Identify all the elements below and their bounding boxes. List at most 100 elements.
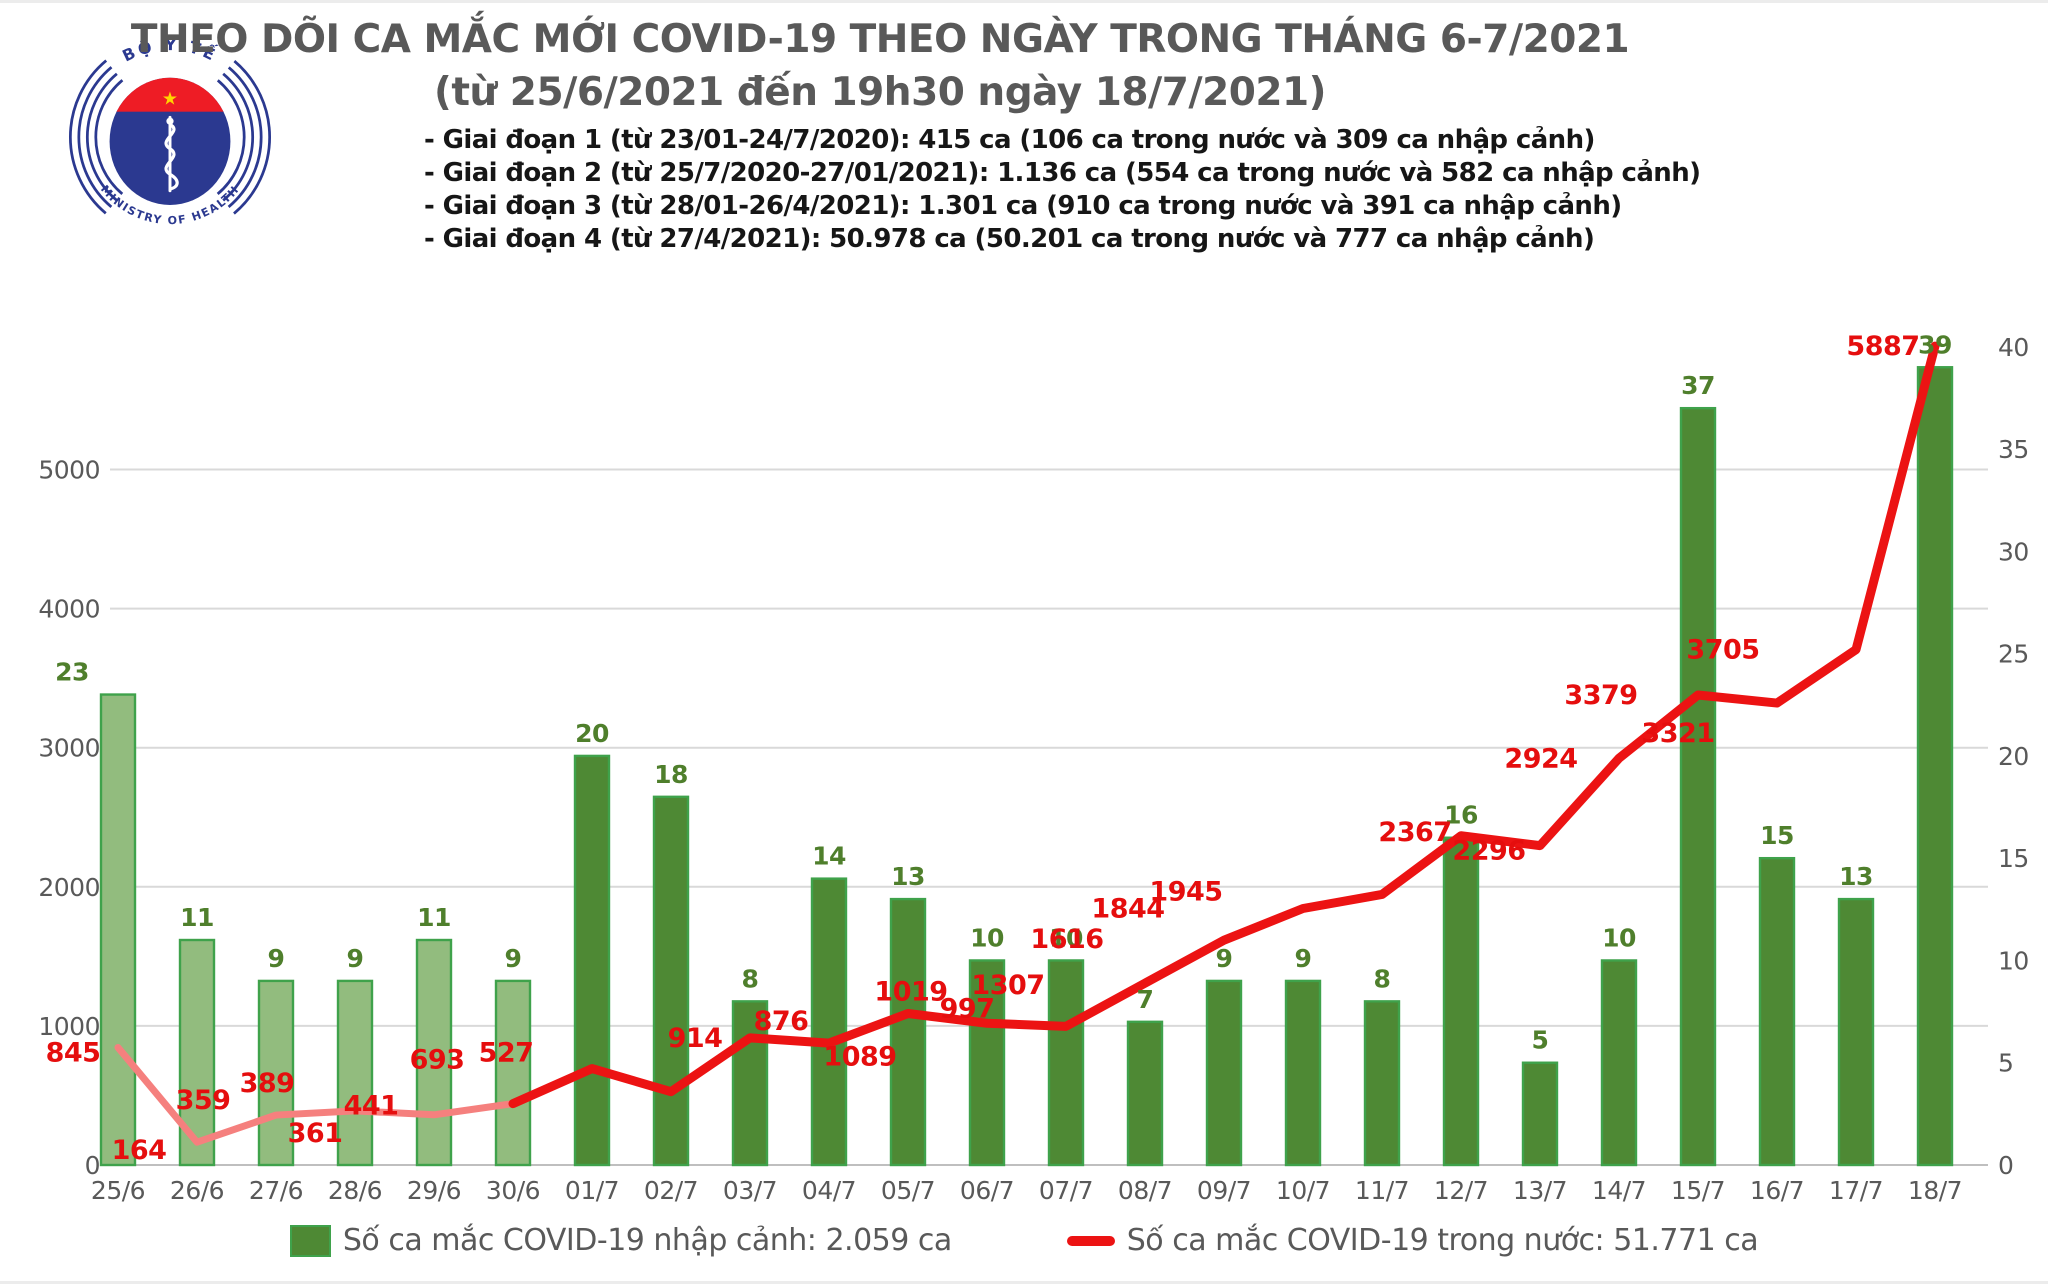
legend-item-domestic: Số ca mắc COVID-19 trong nước: 51.771 ca bbox=[1066, 1223, 1759, 1258]
bar-label-10/7: 9 bbox=[1295, 944, 1312, 973]
bar-label-04/7: 14 bbox=[812, 842, 846, 871]
x-axis-label-15/7: 15/7 bbox=[1671, 1176, 1725, 1205]
combo-chart: 0 1000 2000 3000 4000 5000 0 5 10 15 20 25 30 35 40 25/… bbox=[38, 330, 2029, 1205]
left-axis-label-4000: 4000 bbox=[38, 595, 100, 624]
line-label-06/7: 1019 bbox=[874, 976, 947, 1007]
bar-label-15/7: 37 bbox=[1681, 371, 1715, 400]
page-subtitle: (từ 25/6/2021 đến 19h30 ngày 18/7/2021) bbox=[434, 70, 1327, 115]
bar-29/6 bbox=[415, 938, 453, 1167]
bar-10/7 bbox=[1284, 979, 1322, 1167]
bar-label-16/7: 15 bbox=[1760, 821, 1794, 850]
left-axis-label-0: 0 bbox=[85, 1151, 100, 1180]
line-label-29/6: 361 bbox=[288, 1118, 343, 1149]
x-axis-label-02/7: 02/7 bbox=[644, 1176, 698, 1205]
phase-note-1: - Giai đoạn 1 (từ 23/01-24/7/2020): 415 … bbox=[424, 125, 1595, 155]
x-axis-label-18/7: 18/7 bbox=[1908, 1176, 1962, 1205]
x-axis-label-25/6: 25/6 bbox=[91, 1176, 145, 1205]
x-axis-label-06/7: 06/7 bbox=[960, 1176, 1014, 1205]
line-label-18/7: 5887 bbox=[1846, 331, 1919, 362]
title-block: THEO DÕI CA MẮC MỚI COVID-19 THEO NGÀY T… bbox=[0, 17, 1760, 115]
line-label-14/7: 2924 bbox=[1504, 743, 1577, 774]
line-label-15/7: 3379 bbox=[1564, 680, 1637, 711]
right-axis-label-5: 5 bbox=[1998, 1049, 2013, 1078]
right-axis-label-30: 30 bbox=[1998, 537, 2029, 566]
bar-label-01/7: 20 bbox=[575, 719, 609, 748]
bar-label-25/6: 23 bbox=[55, 658, 89, 687]
logo-side-arcs bbox=[68, 36, 272, 239]
phase-note-2: - Giai đoạn 2 (từ 25/7/2020-27/01/2021):… bbox=[424, 158, 1701, 188]
line-label-02/7: 527 bbox=[479, 1038, 534, 1069]
x-axis-label-03/7: 03/7 bbox=[723, 1176, 777, 1205]
line-label-03/7: 914 bbox=[668, 1023, 723, 1054]
bar-label-06/7: 10 bbox=[970, 923, 1004, 952]
line-label-26/6: 164 bbox=[112, 1135, 167, 1166]
line-label-09/7: 1616 bbox=[1030, 924, 1103, 955]
right-axis-label-35: 35 bbox=[1998, 435, 2029, 464]
bar-14/7 bbox=[1600, 959, 1638, 1167]
bar-label-07/7: 10 bbox=[1049, 923, 1083, 952]
bar-07/7 bbox=[1047, 959, 1085, 1167]
domestic-line-july bbox=[508, 341, 1940, 1109]
phase-note-3: - Giai đoạn 3 (từ 28/01-26/4/2021): 1.30… bbox=[424, 191, 1622, 221]
phase-notes: - Giai đoạn 1 (từ 23/01-24/7/2020): 415 … bbox=[424, 124, 1701, 256]
bar-28/6 bbox=[336, 979, 374, 1167]
line-label-25/6: 845 bbox=[46, 1037, 101, 1068]
imported-cases-swatch bbox=[289, 1224, 331, 1257]
bar-label-17/7: 13 bbox=[1839, 862, 1873, 891]
bar-09/7 bbox=[1205, 979, 1243, 1167]
domestic-cases-dash-icon bbox=[1066, 1235, 1115, 1246]
line-label-27/6: 359 bbox=[176, 1085, 231, 1116]
bar-label-18/7: 39 bbox=[1918, 330, 1952, 359]
x-axis-label-26/6: 26/6 bbox=[170, 1176, 224, 1205]
x-axis-label-08/7: 08/7 bbox=[1118, 1176, 1172, 1205]
right-axis-label-10: 10 bbox=[1998, 946, 2029, 975]
right-axis-label-25: 25 bbox=[1998, 640, 2029, 669]
line-label-04/7: 876 bbox=[754, 1006, 809, 1037]
bar-label-13/7: 5 bbox=[1532, 1026, 1549, 1055]
bar-06/7 bbox=[968, 959, 1006, 1167]
bar-label-26/6: 11 bbox=[180, 903, 214, 932]
bar-label-29/6: 11 bbox=[417, 903, 451, 932]
x-axis-label-10/7: 10/7 bbox=[1276, 1176, 1330, 1205]
x-axis-label-30/6: 30/6 bbox=[486, 1176, 540, 1205]
line-label-28/6: 389 bbox=[240, 1068, 295, 1099]
line-label-07/7: 997 bbox=[940, 993, 995, 1024]
bar-label-09/7: 9 bbox=[1216, 944, 1233, 973]
bar-label-14/7: 10 bbox=[1602, 923, 1636, 952]
x-axis-label-28/6: 28/6 bbox=[328, 1176, 382, 1205]
bar-label-03/7: 8 bbox=[742, 964, 759, 993]
x-axis-label-01/7: 01/7 bbox=[565, 1176, 619, 1205]
domestic-line-june bbox=[114, 1043, 517, 1146]
bar-25/6 bbox=[99, 693, 137, 1167]
x-axis-label-14/7: 14/7 bbox=[1592, 1176, 1646, 1205]
bar-08/7 bbox=[1126, 1020, 1164, 1167]
x-axis-label-13/7: 13/7 bbox=[1513, 1176, 1567, 1205]
logo-star-icon: ★ bbox=[162, 88, 178, 109]
bar-label-27/6: 9 bbox=[268, 944, 285, 973]
x-axis-label-27/6: 27/6 bbox=[249, 1176, 303, 1205]
line-label-30/6: 441 bbox=[344, 1091, 399, 1122]
bar-02/7 bbox=[652, 795, 690, 1167]
bar-17/7 bbox=[1837, 897, 1875, 1167]
bar-01/7 bbox=[573, 754, 611, 1167]
bar-label-11/7: 8 bbox=[1374, 964, 1391, 993]
chart-legend: Số ca mắc COVID-19 nhập cảnh: 2.059 ca S… bbox=[0, 1223, 2048, 1258]
right-axis-label-40: 40 bbox=[1998, 333, 2029, 362]
x-axis-label-07/7: 07/7 bbox=[1039, 1176, 1093, 1205]
left-axis-label-5000: 5000 bbox=[38, 456, 100, 485]
bar-30/6 bbox=[494, 979, 532, 1167]
bar-03/7 bbox=[731, 1000, 769, 1167]
x-axis-label-11/7: 11/7 bbox=[1355, 1176, 1409, 1205]
left-axis-label-3000: 3000 bbox=[38, 734, 100, 763]
left-axis-label-2000: 2000 bbox=[38, 873, 100, 902]
bar-label-28/6: 9 bbox=[347, 944, 364, 973]
legend-label-domestic: Số ca mắc COVID-19 trong nước: 51.771 ca bbox=[1126, 1223, 1759, 1258]
x-axis-label-16/7: 16/7 bbox=[1750, 1176, 1804, 1205]
line-label-13/7: 2296 bbox=[1452, 836, 1525, 867]
bar-label-02/7: 18 bbox=[654, 760, 688, 789]
left-axis-label-1000: 1000 bbox=[38, 1012, 100, 1041]
ministry-of-health-logo: ★ BỘ Y TẾ MINISTRY OF HEALTH bbox=[68, 35, 272, 239]
bar-label-30/6: 9 bbox=[505, 944, 522, 973]
legend-item-imported: Số ca mắc COVID-19 nhập cảnh: 2.059 ca bbox=[289, 1223, 952, 1258]
